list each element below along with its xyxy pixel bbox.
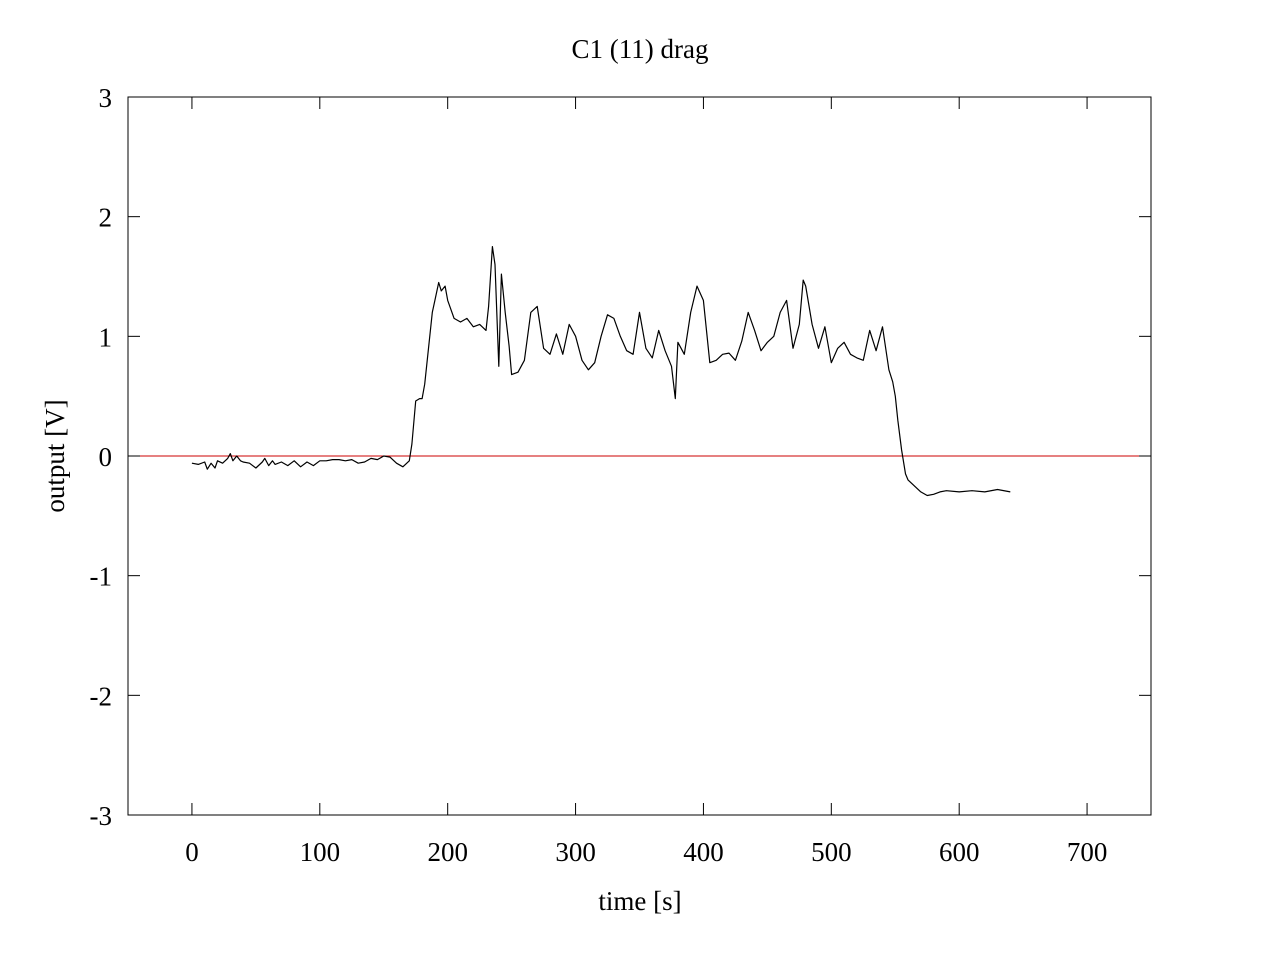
y-tick-label: -3 (90, 801, 113, 831)
chart-title: C1 (11) drag (572, 34, 709, 64)
x-tick-label: 0 (185, 837, 199, 867)
y-axis-label: output [V] (40, 399, 70, 512)
y-tick-label: 3 (99, 83, 113, 113)
x-tick-label: 700 (1067, 837, 1108, 867)
series-layer (191, 246, 1011, 497)
x-tick-label: 400 (683, 837, 724, 867)
y-tick-label: 0 (99, 442, 113, 472)
y-tick-label: -2 (90, 681, 113, 711)
x-tick-label: 600 (939, 837, 980, 867)
y-tick-label: 1 (99, 322, 113, 352)
x-tick-labels: 0 100 200 300 400 500 600 700 (185, 837, 1107, 867)
x-tick-label: 100 (300, 837, 341, 867)
y-tick-labels: -3 -2 -1 0 1 2 3 (90, 83, 113, 831)
y-tick-label: 2 (99, 203, 113, 233)
ticks-layer (128, 96, 1151, 816)
series-line (191, 246, 1011, 497)
x-tick-label: 500 (811, 837, 852, 867)
x-tick-label: 300 (555, 837, 596, 867)
y-tick-label: -1 (90, 562, 113, 592)
x-axis-label: time [s] (598, 886, 681, 916)
x-tick-label: 200 (427, 837, 468, 867)
